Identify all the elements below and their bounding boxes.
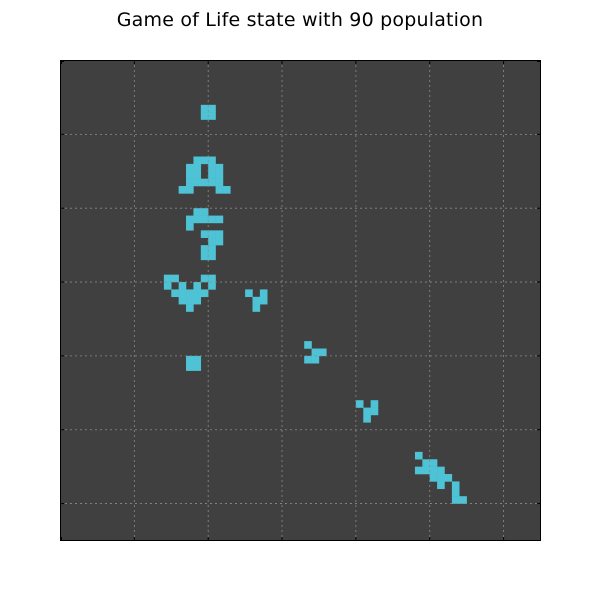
live-cell[interactable]	[245, 289, 253, 298]
live-cell[interactable]	[186, 289, 194, 298]
live-cell[interactable]	[437, 466, 445, 475]
live-cell[interactable]	[208, 230, 216, 238]
live-cell[interactable]	[215, 163, 224, 172]
live-cell[interactable]	[422, 459, 430, 467]
live-cell[interactable]	[171, 274, 179, 283]
live-cell[interactable]	[171, 289, 179, 298]
live-cell[interactable]	[163, 282, 172, 290]
live-cell[interactable]	[200, 230, 209, 238]
live-cell[interactable]	[437, 481, 445, 490]
live-cell[interactable]	[200, 178, 209, 187]
live-cell[interactable]	[355, 400, 364, 408]
live-cell[interactable]	[186, 163, 194, 172]
life-grid-svg[interactable]	[60, 60, 541, 541]
live-cell[interactable]	[444, 474, 453, 482]
live-cell[interactable]	[186, 355, 194, 364]
live-cell[interactable]	[186, 296, 194, 305]
live-cell[interactable]	[178, 296, 187, 305]
live-cell[interactable]	[311, 348, 320, 357]
live-cell[interactable]	[200, 112, 209, 120]
live-cell[interactable]	[200, 215, 209, 224]
live-cell[interactable]	[200, 289, 209, 298]
board-frame	[60, 60, 541, 541]
live-cell[interactable]	[215, 171, 224, 179]
live-cell[interactable]	[304, 341, 312, 349]
live-cell[interactable]	[259, 289, 268, 298]
live-cell[interactable]	[363, 407, 371, 416]
live-cell[interactable]	[193, 178, 202, 187]
live-cell[interactable]	[437, 474, 445, 482]
live-cell[interactable]	[370, 407, 379, 416]
gridlines-layer	[60, 60, 541, 541]
live-cell[interactable]	[259, 296, 268, 305]
live-cell[interactable]	[451, 481, 460, 490]
live-cell[interactable]	[193, 208, 202, 216]
live-cell[interactable]	[215, 237, 224, 246]
live-cell[interactable]	[208, 245, 216, 253]
live-cell[interactable]	[318, 348, 327, 357]
chart-title: Game of Life state with 90 population	[116, 9, 484, 31]
live-cell[interactable]	[193, 363, 202, 371]
live-cell[interactable]	[311, 355, 320, 364]
live-cell[interactable]	[193, 289, 202, 298]
live-cell[interactable]	[186, 171, 194, 179]
live-cell[interactable]	[200, 208, 209, 216]
live-cell[interactable]	[193, 296, 202, 305]
live-cell[interactable]	[208, 274, 216, 283]
live-cell[interactable]	[208, 156, 216, 165]
live-cell[interactable]	[208, 104, 216, 113]
live-cell[interactable]	[178, 282, 187, 290]
board-background	[60, 60, 541, 541]
live-cell[interactable]	[252, 296, 261, 305]
live-cell[interactable]	[208, 252, 216, 261]
live-cell[interactable]	[459, 496, 467, 504]
live-cell[interactable]	[370, 400, 379, 408]
live-cell[interactable]	[200, 156, 209, 165]
live-cell[interactable]	[193, 156, 202, 165]
live-cell[interactable]	[414, 466, 423, 475]
live-cell[interactable]	[215, 230, 224, 238]
live-cell[interactable]	[429, 474, 438, 482]
live-cell[interactable]	[193, 163, 202, 172]
live-cell[interactable]	[163, 274, 172, 283]
live-cell[interactable]	[215, 215, 224, 224]
live-cell[interactable]	[200, 104, 209, 113]
live-cell[interactable]	[193, 171, 202, 179]
live-cell[interactable]	[215, 178, 224, 187]
live-cell[interactable]	[178, 186, 187, 194]
live-cell[interactable]	[200, 274, 209, 283]
live-cell[interactable]	[208, 171, 216, 179]
live-cell[interactable]	[186, 186, 194, 194]
live-cell[interactable]	[200, 245, 209, 253]
live-cell[interactable]	[451, 496, 460, 504]
live-cell[interactable]	[208, 178, 216, 187]
live-cell[interactable]	[414, 451, 423, 460]
live-cell[interactable]	[200, 252, 209, 261]
live-cell[interactable]	[304, 355, 312, 364]
live-cell[interactable]	[193, 215, 202, 224]
life-board[interactable]	[60, 60, 541, 541]
live-cell[interactable]	[208, 163, 216, 172]
live-cell[interactable]	[208, 237, 216, 246]
live-cell[interactable]	[252, 304, 261, 312]
live-cell[interactable]	[429, 459, 438, 467]
live-cell[interactable]	[208, 215, 216, 224]
live-cell[interactable]	[186, 363, 194, 371]
live-cell[interactable]	[422, 466, 430, 475]
live-cell[interactable]	[193, 355, 202, 364]
live-cell[interactable]	[429, 466, 438, 475]
live-cell[interactable]	[186, 215, 194, 224]
live-cell[interactable]	[363, 414, 371, 423]
live-cell[interactable]	[178, 289, 187, 298]
live-cell[interactable]	[222, 186, 231, 194]
cells-layer	[163, 104, 467, 504]
live-cell[interactable]	[186, 178, 194, 187]
live-cell[interactable]	[186, 222, 194, 231]
live-cell[interactable]	[215, 186, 224, 194]
live-cell[interactable]	[451, 488, 460, 497]
live-cell[interactable]	[186, 304, 194, 312]
live-cell[interactable]	[208, 112, 216, 120]
live-cell[interactable]	[208, 282, 216, 290]
live-cell[interactable]	[193, 282, 202, 290]
